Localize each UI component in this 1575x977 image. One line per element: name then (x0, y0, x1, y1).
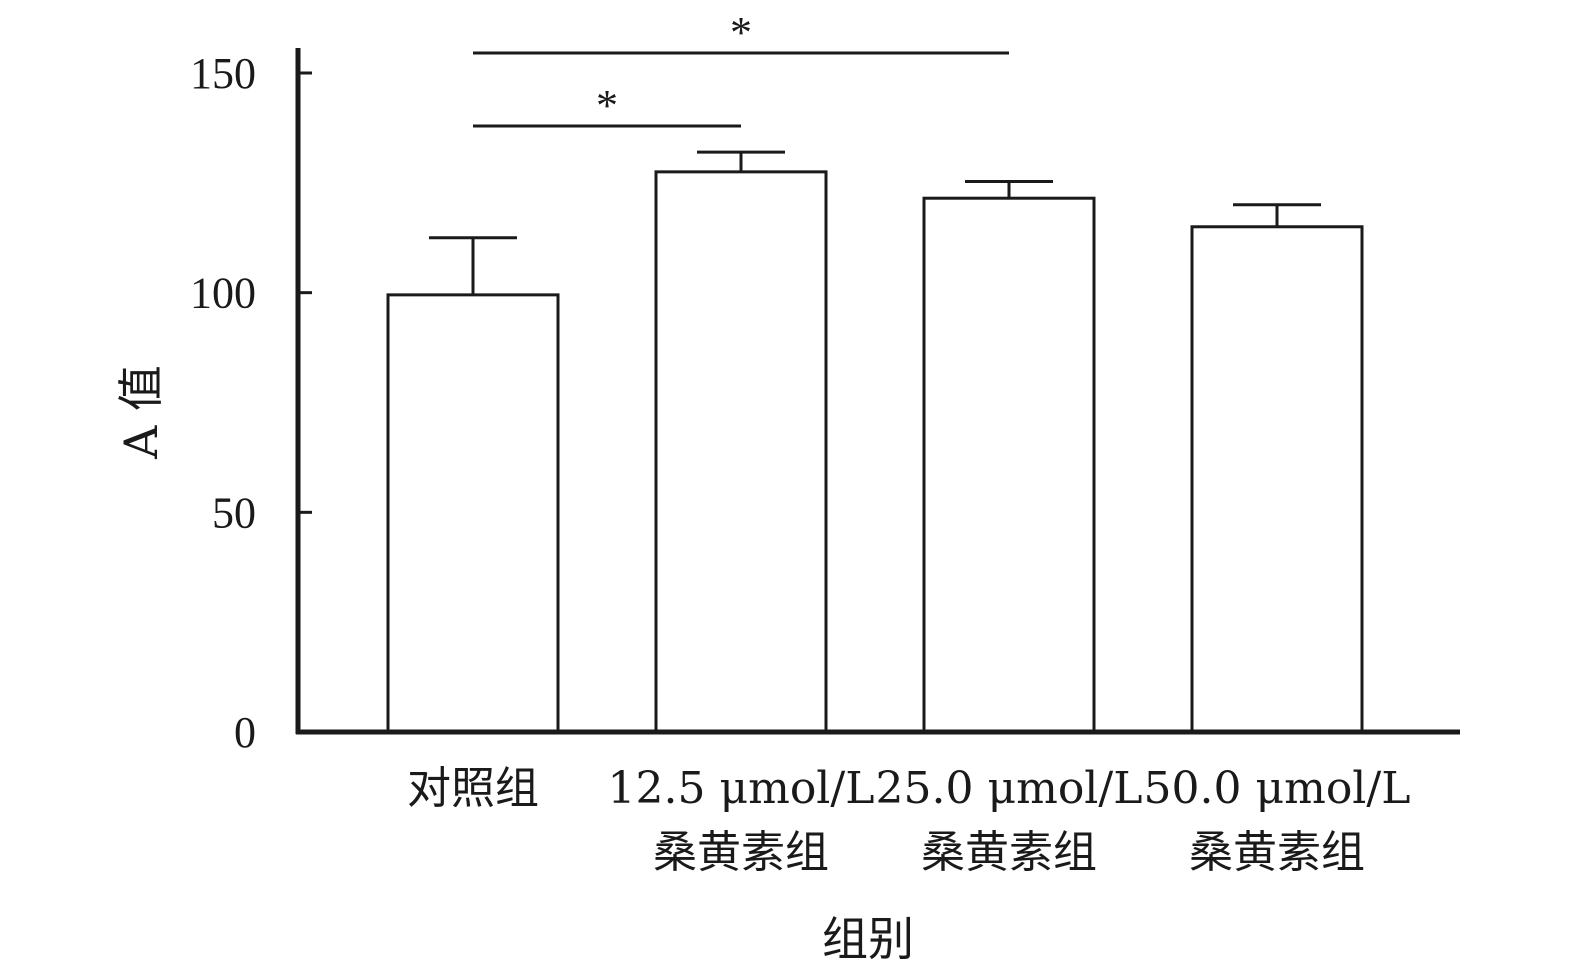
y-tick-label: 100 (190, 269, 256, 318)
bar (654, 170, 828, 734)
bar (922, 196, 1096, 734)
x-axis-category-labels: 对照组 12.5 μmol/L 桑黄素组 25.0 μmol/L 桑黄素组 50.0 μm… (407, 763, 1410, 878)
significance-star: * (596, 81, 618, 130)
x-category-label: 桑黄素组 (653, 827, 829, 878)
x-axis-title: 组别 (822, 912, 914, 966)
bar (386, 293, 560, 734)
x-category-label: 12.5 μmol/L (608, 763, 875, 814)
bar (1190, 225, 1364, 734)
y-tick-label: 0 (234, 708, 256, 757)
x-category-label: 桑黄素组 (1189, 827, 1365, 878)
x-category-label: 桑黄素组 (921, 827, 1097, 878)
y-tick-label: 50 (212, 488, 256, 537)
y-axis-title: A 值 (114, 365, 168, 460)
x-category-label: 对照组 (407, 763, 539, 814)
y-axis-ticks: 0 50 100 150 (190, 49, 312, 757)
x-category-label: 25.0 μmol/L (876, 763, 1143, 814)
x-category-label: 50.0 μmol/L (1144, 763, 1411, 814)
significance-star: * (730, 8, 752, 57)
error-bars (429, 150, 1321, 295)
y-tick-label: 150 (190, 49, 256, 98)
bars (386, 170, 1364, 734)
axes (295, 48, 1460, 735)
significance-brackets: ** (473, 8, 1009, 130)
